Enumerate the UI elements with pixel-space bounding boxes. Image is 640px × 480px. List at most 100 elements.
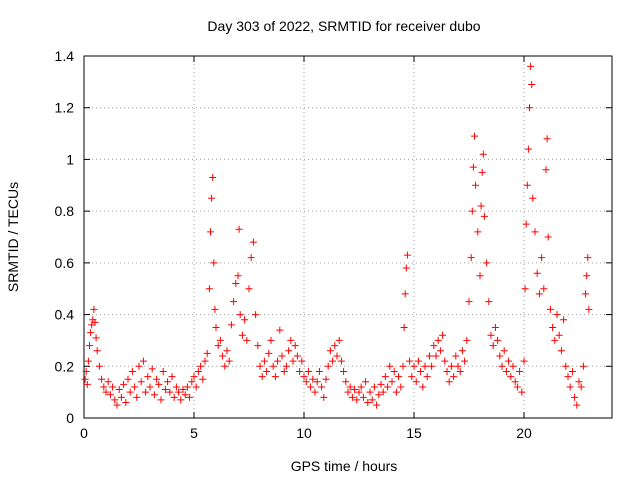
- data-point: [313, 378, 321, 386]
- data-point: [489, 342, 497, 350]
- data-point: [568, 367, 576, 375]
- data-point: [106, 391, 114, 399]
- data-point: [81, 375, 89, 383]
- data-point: [355, 388, 363, 396]
- data-point: [564, 373, 572, 381]
- data-point: [235, 225, 243, 233]
- data-point: [542, 166, 550, 174]
- data-point: [423, 373, 431, 381]
- data-point: [324, 362, 332, 370]
- data-point: [579, 362, 587, 370]
- data-point: [260, 357, 268, 365]
- data-point: [95, 362, 103, 370]
- data-point: [258, 373, 266, 381]
- data-point: [351, 386, 359, 394]
- y-tick-label: 0: [66, 410, 74, 426]
- data-point: [122, 398, 130, 406]
- data-point: [522, 220, 530, 228]
- data-point: [509, 362, 517, 370]
- data-point: [412, 378, 420, 386]
- y-tick-label: 1.4: [55, 48, 75, 64]
- data-point: [221, 362, 229, 370]
- data-point: [439, 331, 447, 339]
- data-point: [267, 336, 275, 344]
- data-point: [445, 378, 453, 386]
- data-point: [410, 362, 418, 370]
- data-point: [146, 383, 154, 391]
- data-point: [155, 380, 163, 388]
- data-point: [364, 398, 372, 406]
- data-point: [430, 342, 438, 350]
- data-point: [287, 336, 295, 344]
- data-point: [307, 383, 315, 391]
- data-point: [230, 298, 238, 306]
- data-point: [346, 383, 354, 391]
- data-point: [84, 357, 92, 365]
- data-point: [247, 254, 255, 262]
- data-point: [298, 357, 306, 365]
- data-point: [150, 391, 158, 399]
- data-point: [388, 378, 396, 386]
- data-point: [245, 285, 253, 293]
- data-point: [192, 383, 200, 391]
- data-point: [397, 383, 405, 391]
- data-point: [560, 316, 568, 324]
- data-point: [82, 367, 90, 375]
- chart-title: Day 303 of 2022, SRMTID for receiver dub…: [207, 18, 480, 34]
- data-point: [137, 378, 145, 386]
- data-point: [344, 388, 352, 396]
- data-point: [454, 362, 462, 370]
- data-point: [337, 357, 345, 365]
- data-point: [271, 373, 279, 381]
- y-tick-label: 0.6: [55, 255, 75, 271]
- data-point: [166, 388, 174, 396]
- data-point: [386, 362, 394, 370]
- data-point: [379, 388, 387, 396]
- data-point: [461, 357, 469, 365]
- data-point: [115, 386, 123, 394]
- data-point: [90, 305, 98, 313]
- data-point: [333, 352, 341, 360]
- data-point: [502, 367, 510, 375]
- data-point: [256, 362, 264, 370]
- y-tick-label: 1: [66, 151, 74, 167]
- data-point: [326, 347, 334, 355]
- data-point: [463, 336, 471, 344]
- data-point: [232, 280, 240, 288]
- data-point: [201, 357, 209, 365]
- x-tick-label: 5: [190, 425, 198, 441]
- data-point: [197, 362, 205, 370]
- data-point: [571, 393, 579, 401]
- data-point: [216, 336, 224, 344]
- data-point: [516, 367, 524, 375]
- data-point: [472, 181, 480, 189]
- data-point: [320, 393, 328, 401]
- data-point: [390, 367, 398, 375]
- data-point: [507, 373, 515, 381]
- data-point: [274, 357, 282, 365]
- data-point: [540, 285, 548, 293]
- data-point: [523, 181, 531, 189]
- data-point: [428, 362, 436, 370]
- data-point: [585, 305, 593, 313]
- data-point: [476, 272, 484, 280]
- x-tick-label: 10: [296, 425, 312, 441]
- data-point: [111, 396, 119, 404]
- data-point: [529, 194, 537, 202]
- data-point: [164, 378, 172, 386]
- data-point: [142, 388, 150, 396]
- data-point: [208, 194, 216, 202]
- y-tick-label: 0.2: [55, 358, 75, 374]
- data-point: [375, 391, 383, 399]
- data-point: [293, 352, 301, 360]
- data-point: [170, 393, 178, 401]
- data-point: [419, 383, 427, 391]
- data-point: [370, 383, 378, 391]
- data-point: [210, 259, 218, 267]
- data-point: [505, 357, 513, 365]
- data-point: [183, 383, 191, 391]
- data-point: [535, 290, 543, 298]
- x-tick-label: 0: [80, 425, 88, 441]
- data-point: [179, 386, 187, 394]
